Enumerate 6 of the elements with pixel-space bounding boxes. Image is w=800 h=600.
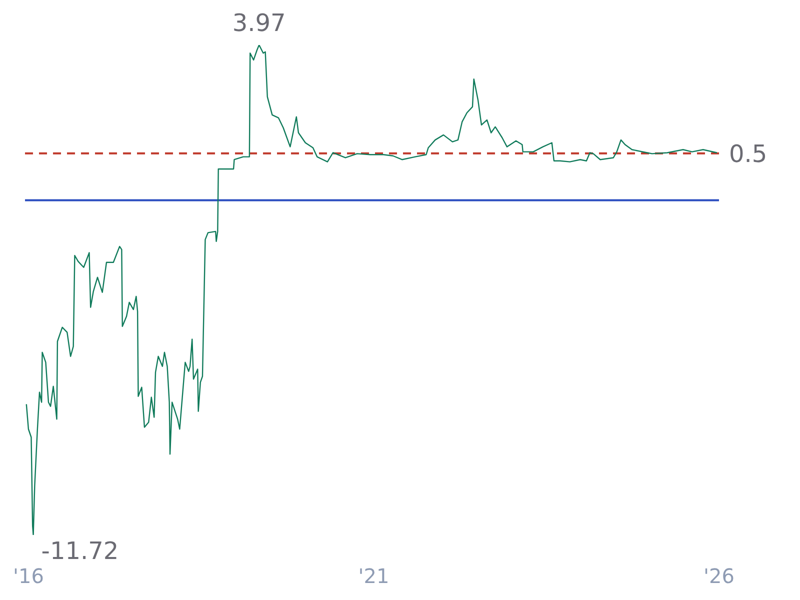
- data-label: -11.72: [41, 537, 119, 565]
- x-tick-label: '16: [12, 564, 44, 588]
- x-tick-label: '21: [358, 564, 390, 588]
- data-label: 3.97: [232, 9, 286, 37]
- ref-line-label: 0.5: [729, 140, 768, 168]
- x-tick-label: '26: [704, 564, 734, 588]
